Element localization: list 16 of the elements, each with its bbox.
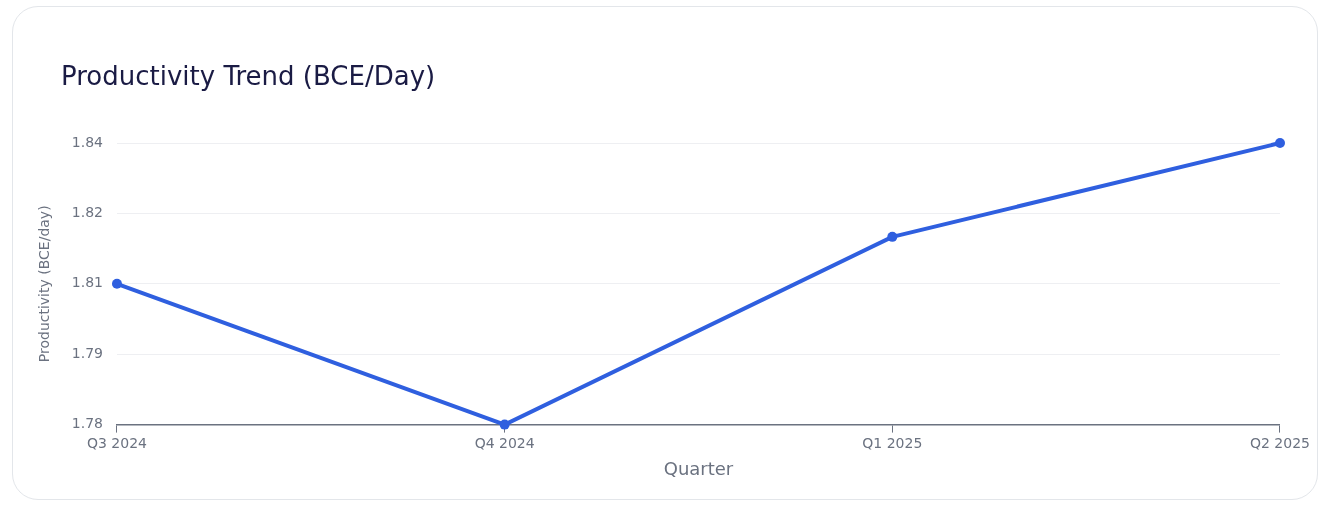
y-tick-label: 1.81: [71, 274, 103, 291]
point: [111, 278, 122, 289]
x-tick-label: Q2 2025: [1249, 434, 1310, 451]
x-tick-label: Q3 2024: [86, 434, 148, 451]
point: [499, 419, 510, 430]
y-axis-title: Productivity (BCE/day): [36, 205, 53, 363]
point: [1275, 138, 1285, 148]
y-tick-label: 1.79: [71, 344, 103, 361]
chart-title: Productivity Trend (BCE/Day): [61, 61, 436, 91]
x-tick-label: Q4 2024: [474, 434, 535, 451]
x-tick-label: Q1 2025: [862, 434, 923, 451]
y-tick-label: 1.78: [71, 415, 103, 432]
x-axis-title: Quarter: [663, 457, 734, 479]
y-tick-label: 1.84: [71, 133, 104, 150]
point: [887, 231, 898, 242]
y-tick-label: 1.82: [71, 204, 103, 221]
